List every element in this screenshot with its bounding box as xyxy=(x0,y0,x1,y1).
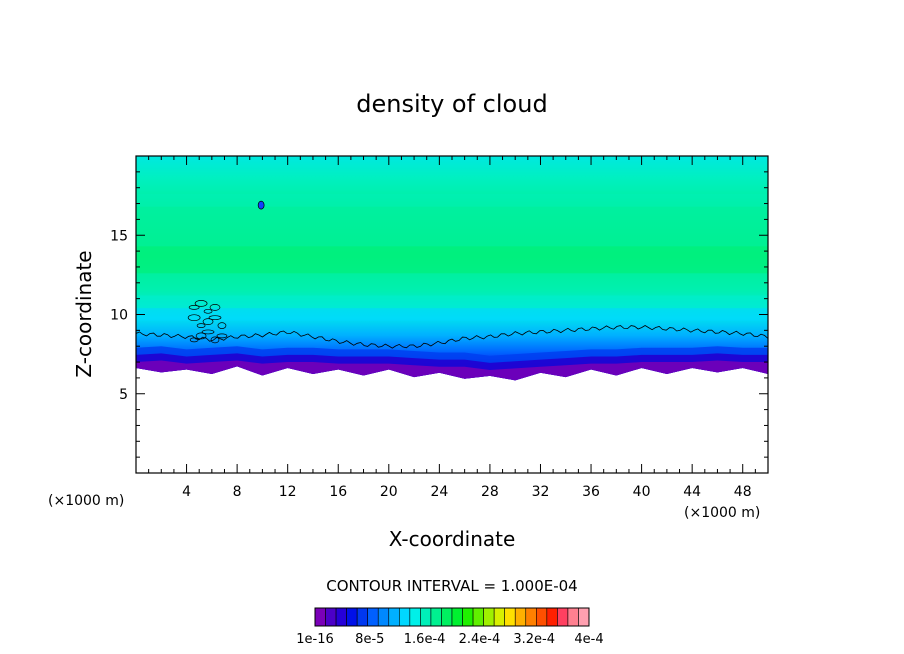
x-tick-label: 48 xyxy=(734,484,752,500)
x-unit-left: (×1000 m) xyxy=(48,493,124,509)
colorbar-swatch xyxy=(325,607,337,627)
colorbar-swatch xyxy=(420,607,432,627)
x-axis-ticks: 4 8 12 16 20 24 28 32 36 40 44 48 xyxy=(148,156,756,500)
x-tick-label: 44 xyxy=(683,484,701,500)
field-band xyxy=(136,295,768,309)
colorbar-swatch xyxy=(472,607,484,627)
y-tick-label: 15 xyxy=(110,228,128,244)
colorbar-label: 1e-16 xyxy=(296,632,334,647)
colorbar-swatch xyxy=(356,607,368,627)
field-band xyxy=(136,246,768,274)
colorbar-swatch xyxy=(536,607,548,627)
cell-contour xyxy=(208,315,222,321)
plot-area xyxy=(136,156,768,381)
x-unit-right: (×1000 m) xyxy=(684,505,760,521)
x-axis-label: X-coordinate xyxy=(389,527,516,551)
colorbar-swatch xyxy=(409,607,421,627)
colorbar-swatch xyxy=(314,607,326,627)
cell-contour xyxy=(188,305,200,310)
cell-contour xyxy=(210,336,220,344)
x-tick-label: 8 xyxy=(233,484,242,500)
y-tick-label: 5 xyxy=(119,387,128,403)
colorbar-swatch xyxy=(567,607,579,627)
colorbar-swatch xyxy=(504,607,516,627)
colorbar-label: 8e-5 xyxy=(355,632,384,647)
cell-contour xyxy=(195,332,207,340)
cell-contour xyxy=(203,308,213,314)
colorbar-label: 3.2e-4 xyxy=(513,632,555,647)
colorbar-labels: 1e-16 8e-5 1.6e-4 2.4e-4 3.2e-4 4e-4 xyxy=(296,632,603,647)
y-axis-ticks: 5 10 15 xyxy=(110,171,768,458)
colorbar-swatch xyxy=(399,607,411,627)
x-tick-label: 4 xyxy=(182,484,191,500)
colorbar-swatch xyxy=(335,607,347,627)
colorbar-swatch xyxy=(346,607,358,627)
colorbar-label: 2.4e-4 xyxy=(459,632,501,647)
colorbar-swatch xyxy=(377,607,390,627)
cell-contour xyxy=(217,322,227,329)
cell-contour xyxy=(196,323,206,328)
colorbar-swatch xyxy=(483,607,495,627)
colorbar-swatch xyxy=(493,607,505,627)
colorbar-swatch xyxy=(546,607,558,627)
x-tick-label: 28 xyxy=(481,484,499,500)
contour-interval-text: CONTOUR INTERVAL = 1.000E-04 xyxy=(326,577,577,595)
field-band xyxy=(136,308,768,321)
colorbar-label: 1.6e-4 xyxy=(404,632,446,647)
cell-contour xyxy=(187,314,201,322)
colorbar-swatch xyxy=(578,607,590,627)
convective-cell-contours xyxy=(187,200,265,344)
x-tick-label: 16 xyxy=(329,484,347,500)
field-low-band xyxy=(136,360,768,381)
cell-contour xyxy=(209,304,221,311)
colorbar xyxy=(314,607,590,627)
cell-contour xyxy=(257,200,265,210)
x-tick-label: 36 xyxy=(582,484,600,500)
contour-line xyxy=(136,325,768,349)
x-tick-label: 12 xyxy=(279,484,297,500)
colorbar-swatch xyxy=(525,607,537,627)
cell-contour xyxy=(216,333,228,339)
colorbar-swatch xyxy=(557,607,569,627)
colorbar-frame xyxy=(314,607,590,627)
x-tick-label: 32 xyxy=(532,484,550,500)
colorbar-swatch xyxy=(462,607,474,627)
cell-contour xyxy=(194,300,208,307)
x-tick-label: 24 xyxy=(430,484,448,500)
cell-contour xyxy=(202,318,214,325)
colorbar-swatch xyxy=(441,607,453,627)
colorbar-swatch xyxy=(367,607,379,627)
colorbar-swatch xyxy=(430,607,442,627)
colorbar-swatch xyxy=(514,607,527,627)
field-band xyxy=(136,194,768,207)
field-bands xyxy=(136,194,768,381)
x-tick-label: 20 xyxy=(380,484,398,500)
colorbar-swatch xyxy=(451,607,463,627)
x-tick-label: 40 xyxy=(633,484,651,500)
y-tick-label: 10 xyxy=(110,308,128,324)
cell-contour xyxy=(201,329,215,335)
chart-title: density of cloud xyxy=(356,90,547,118)
colorbar-label: 4e-4 xyxy=(574,632,603,647)
cell-contour xyxy=(189,337,199,343)
colorbar-swatch xyxy=(388,607,400,627)
y-axis-label: Z-coordinate xyxy=(72,250,96,377)
